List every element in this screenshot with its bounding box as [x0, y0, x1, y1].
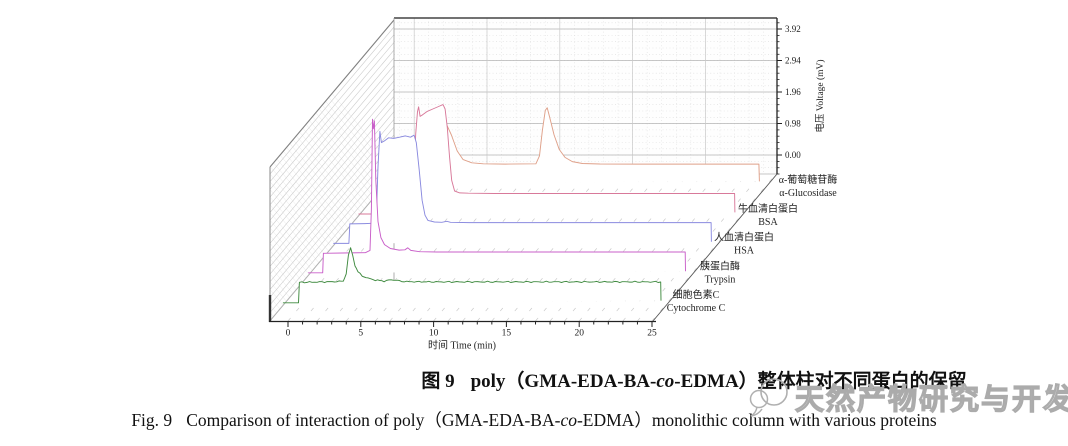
back-wall — [394, 18, 777, 174]
svg-text:1.96: 1.96 — [785, 87, 801, 97]
series-label-α-Glucosidase: α-葡萄糖苷酶 α-Glucosidase — [779, 173, 838, 199]
series-axis-diagonal — [652, 173, 778, 322]
svg-text:HSA: HSA — [734, 246, 755, 257]
svg-text:牛血清白蛋白: 牛血清白蛋白 — [738, 202, 798, 215]
svg-text:细胞色素C: 细胞色素C — [673, 288, 720, 301]
caption-en-number: Fig. 9 — [131, 410, 173, 430]
svg-text:10: 10 — [429, 329, 439, 339]
z-axis-title: 电压 Voltage (mV) — [814, 59, 826, 132]
caption-en: Fig. 9 Comparison of interaction of poly（… — [131, 410, 937, 430]
svg-text:0: 0 — [286, 329, 291, 339]
svg-text:BSA: BSA — [758, 217, 778, 228]
svg-text:0.00: 0.00 — [785, 150, 801, 160]
series-ribbon-Trypsin — [308, 118, 686, 274]
series-ribbon-Cytochrome-C — [282, 247, 662, 304]
svg-text:2.94: 2.94 — [785, 56, 801, 66]
svg-text:25: 25 — [647, 329, 657, 339]
z-axis: 0.00 0.98 1.96 2.94 3.92 电压 Voltage (mV) — [776, 18, 826, 175]
watermark-text: 天然产物研究与开发 — [794, 381, 1068, 416]
svg-text:Trypsin: Trypsin — [705, 274, 736, 285]
svg-text:α-葡萄糖苷酶: α-葡萄糖苷酶 — [779, 173, 838, 186]
x-axis: 0 5 10 15 20 25 时间 Time (min) — [269, 320, 657, 352]
watermark-logo-icon — [749, 378, 788, 417]
svg-text:Cytochrome C: Cytochrome C — [667, 303, 726, 314]
series-axis — [652, 173, 778, 322]
svg-text:胰蛋白酶: 胰蛋白酶 — [700, 259, 740, 272]
waterfall-plot: 0 5 10 15 20 25 时间 Time (min) 0.00 0.98 1.96 2.94 3… — [268, 17, 838, 352]
x-axis-title: 时间 Time (min) — [428, 339, 496, 352]
series-label-Trypsin: 胰蛋白酶 Trypsin — [700, 259, 740, 285]
svg-text:3.92: 3.92 — [785, 24, 801, 34]
svg-text:人血清白蛋白: 人血清白蛋白 — [714, 231, 774, 244]
caption-zh-number: 图 9 — [421, 371, 455, 392]
series-label-Cytochrome-C: 细胞色素C Cytochrome C — [667, 288, 726, 314]
svg-text:5: 5 — [358, 329, 363, 339]
svg-text:20: 20 — [574, 329, 584, 339]
svg-text:0.98: 0.98 — [785, 119, 801, 129]
watermark: 天然产物研究与开发 — [746, 376, 1068, 418]
series-label-HSA: 人血清白蛋白 HSA — [714, 231, 774, 257]
series-label-BSA: 牛血清白蛋白 BSA — [738, 202, 798, 228]
svg-text:α-Glucosidase: α-Glucosidase — [779, 188, 837, 199]
svg-text:15: 15 — [502, 329, 512, 339]
caption-zh: 图 9 poly（GMA-EDA-BA-co-EDMA）整体柱对不同蛋白的保留 — [421, 371, 967, 392]
